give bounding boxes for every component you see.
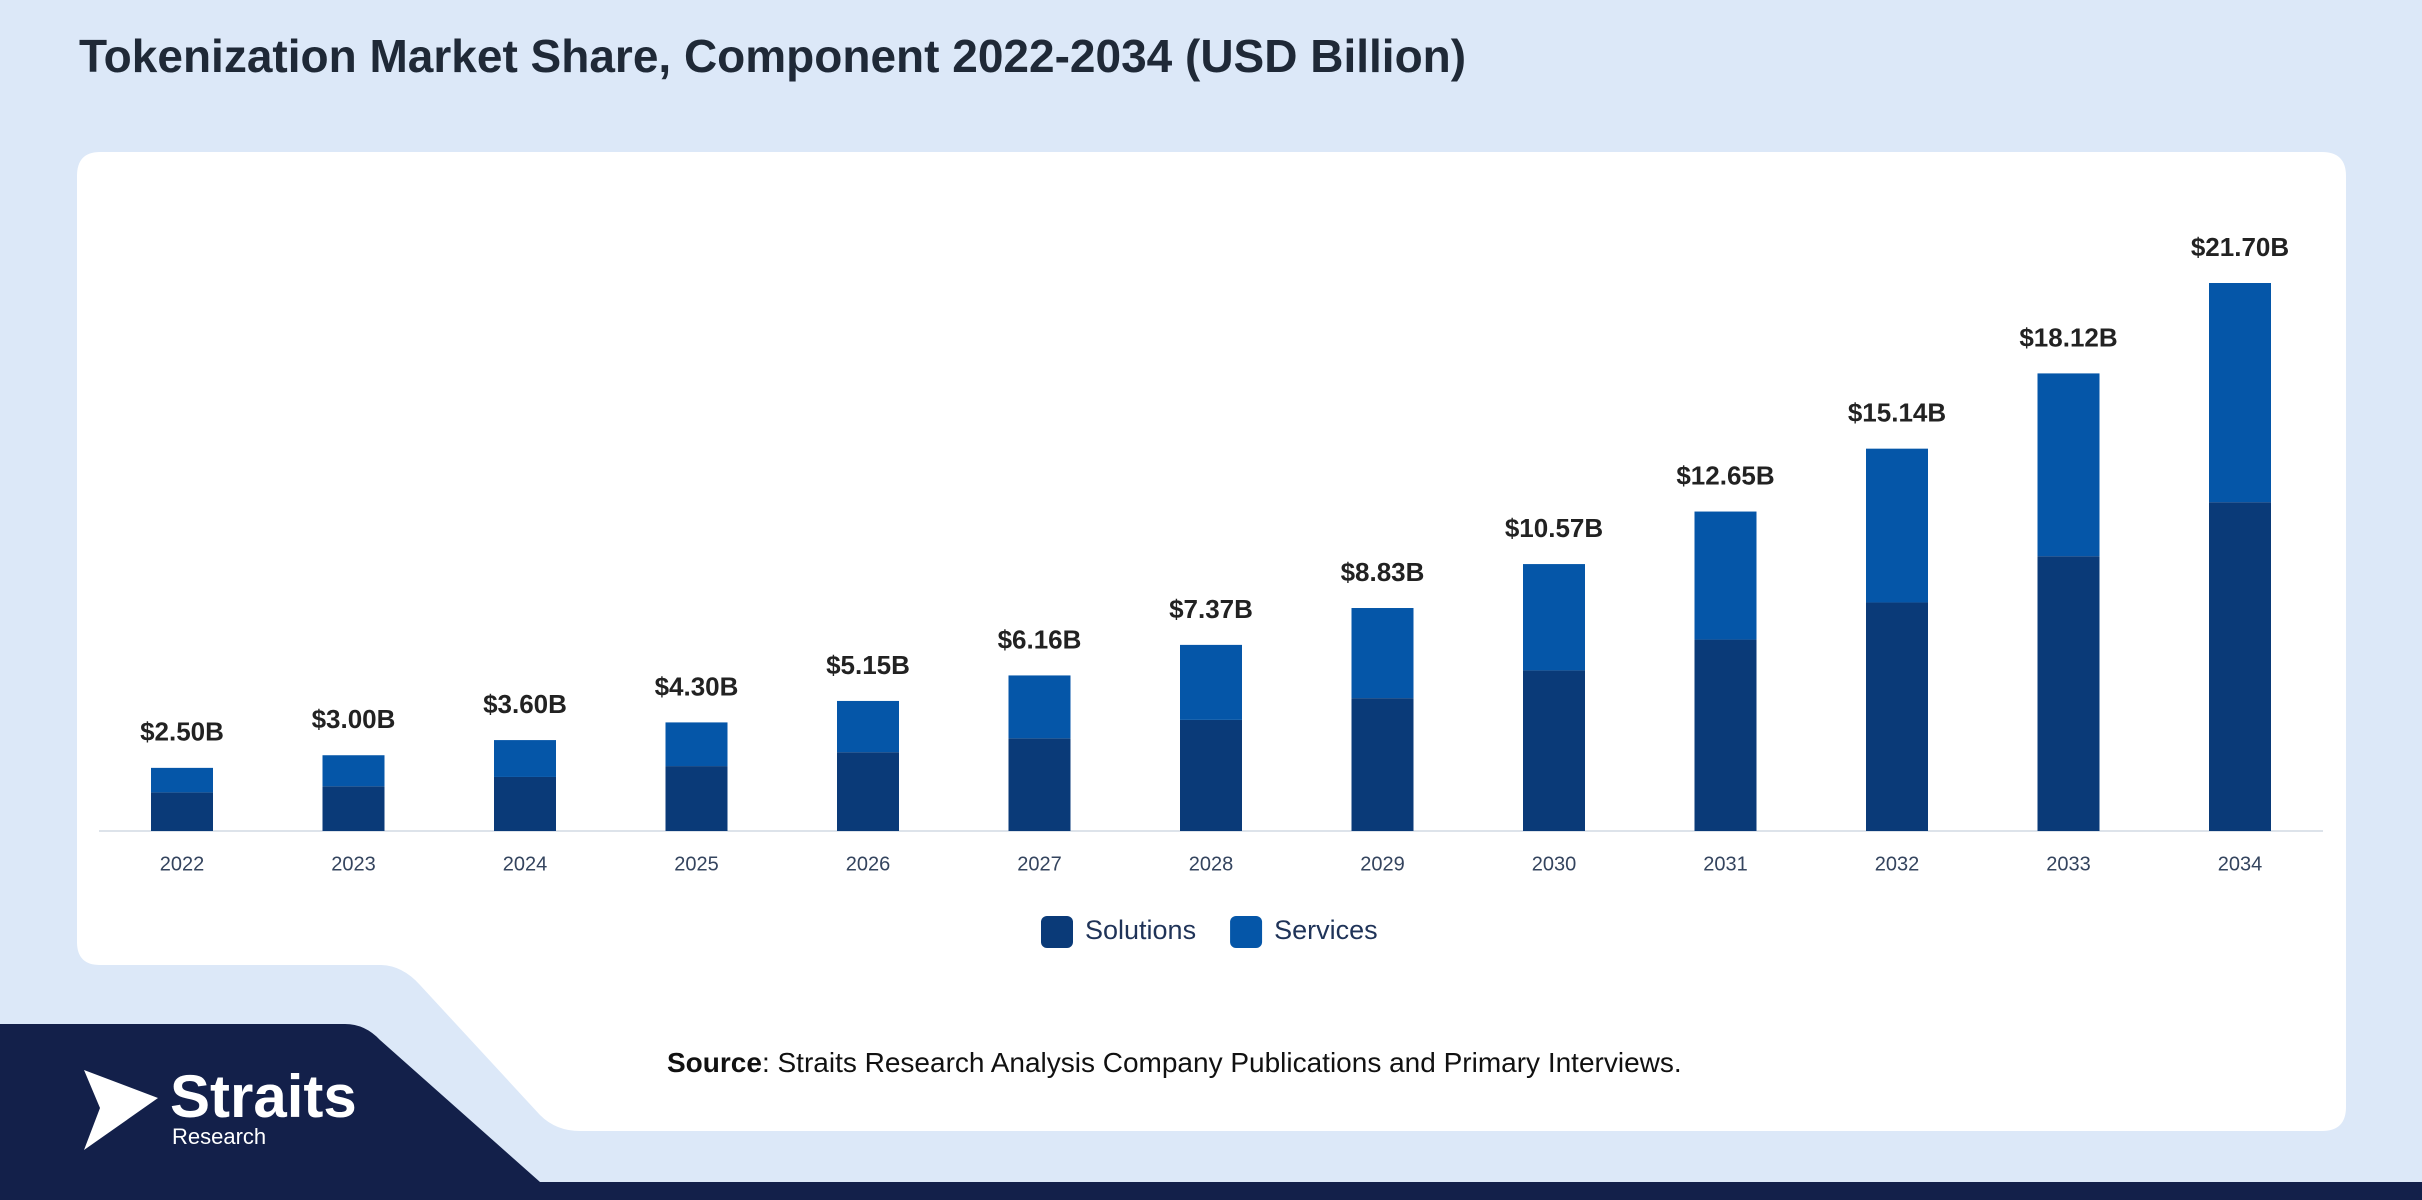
value-label: $8.83B bbox=[1341, 557, 1425, 587]
bar-segment bbox=[2209, 283, 2271, 503]
bar-segment bbox=[1180, 719, 1242, 831]
bar-segment bbox=[494, 740, 556, 777]
legend-label: Solutions bbox=[1085, 915, 1196, 945]
source-label: Source bbox=[667, 1047, 762, 1078]
bar-segment bbox=[1866, 602, 1928, 831]
value-label: $2.50B bbox=[140, 717, 224, 747]
value-label: $4.30B bbox=[655, 671, 739, 701]
x-tick-label: 2031 bbox=[1703, 853, 1748, 875]
value-label: $21.70B bbox=[2191, 232, 2289, 262]
x-tick-label: 2033 bbox=[2046, 853, 2091, 875]
x-tick-label: 2026 bbox=[846, 853, 891, 875]
bar-segment bbox=[1523, 670, 1585, 831]
bar-segment bbox=[1694, 511, 1757, 640]
value-label: $6.16B bbox=[998, 624, 1082, 654]
value-label: $5.15B bbox=[826, 650, 910, 680]
value-label: $18.12B bbox=[2019, 322, 2117, 352]
logo-name: Straits bbox=[170, 1063, 357, 1130]
x-tick-label: 2030 bbox=[1532, 853, 1577, 875]
bar-segment bbox=[1008, 738, 1071, 831]
bar-segment bbox=[837, 700, 899, 753]
value-label: $15.14B bbox=[1848, 398, 1946, 428]
value-label: $3.00B bbox=[312, 704, 396, 734]
bar-segment bbox=[151, 767, 213, 793]
value-label: $3.60B bbox=[483, 689, 567, 719]
chart-title: Tokenization Market Share, Component 202… bbox=[79, 30, 1466, 82]
source-text: : Straits Research Analysis Company Publ… bbox=[762, 1047, 1682, 1078]
source-note: Source: Straits Research Analysis Compan… bbox=[667, 1047, 1682, 1078]
bar-segment bbox=[1866, 448, 1928, 603]
bar-segment bbox=[2209, 502, 2271, 831]
bar-segment bbox=[837, 752, 899, 831]
footer-band bbox=[0, 1024, 2422, 1200]
chart-panel bbox=[77, 152, 2346, 1131]
x-tick-label: 2023 bbox=[331, 853, 376, 875]
x-tick-label: 2022 bbox=[160, 853, 205, 875]
x-tick-label: 2032 bbox=[1875, 853, 1920, 875]
x-tick-label: 2028 bbox=[1189, 853, 1234, 875]
bar-segment bbox=[2037, 556, 2100, 831]
logo-tagline: Research bbox=[172, 1124, 266, 1149]
x-tick-label: 2024 bbox=[503, 853, 548, 875]
bar-segment bbox=[151, 792, 213, 831]
bar-segment bbox=[1351, 608, 1414, 699]
bar-segment bbox=[322, 755, 385, 787]
legend-label: Services bbox=[1274, 915, 1378, 945]
value-label: $10.57B bbox=[1505, 513, 1603, 543]
bar-segment bbox=[322, 786, 385, 831]
legend-swatch bbox=[1230, 916, 1263, 948]
x-tick-label: 2034 bbox=[2218, 853, 2263, 875]
x-tick-label: 2025 bbox=[674, 853, 719, 875]
x-tick-label: 2029 bbox=[1360, 853, 1405, 875]
x-tick-label: 2027 bbox=[1017, 853, 1062, 875]
logo-mark bbox=[84, 1070, 158, 1150]
bar-segment bbox=[1523, 564, 1585, 671]
legend-swatch bbox=[1041, 916, 1073, 948]
bar-segment bbox=[665, 722, 728, 767]
bar-segment bbox=[1694, 639, 1757, 831]
value-label: $12.65B bbox=[1676, 460, 1774, 490]
bar-segment bbox=[665, 766, 728, 831]
bar-segment bbox=[1180, 644, 1242, 720]
bar-segment bbox=[1351, 698, 1414, 831]
bar-segment bbox=[1008, 675, 1071, 739]
bar-segment bbox=[2037, 373, 2100, 557]
value-label: $7.37B bbox=[1169, 594, 1253, 624]
bar-segment bbox=[494, 776, 556, 831]
